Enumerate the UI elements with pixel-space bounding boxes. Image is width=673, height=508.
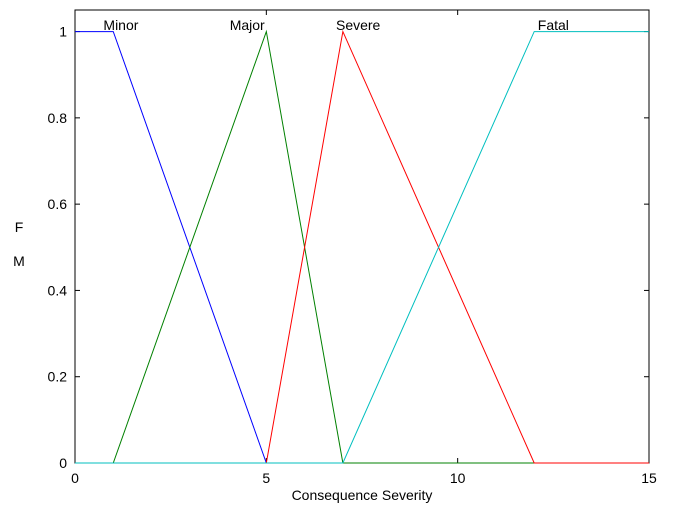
series-labels: Minor Major Severe Fatal [103,17,568,33]
series-label-minor: Minor [103,17,138,33]
x-tick-label: 0 [71,470,79,486]
series-label-major: Major [230,17,265,33]
y-tick-label: 0 [59,455,67,471]
x-axis-title: Consequence Severity [292,487,433,503]
x-tick-label: 15 [641,470,657,486]
y-tick-label: 0.6 [48,196,68,212]
series-label-fatal: Fatal [538,17,569,33]
x-tick-label: 10 [450,470,466,486]
series-label-severe: Severe [336,17,381,33]
plot-area [74,9,650,464]
y-tick-label: 1 [59,24,67,40]
y-tick-label: 0.4 [48,282,68,298]
y-tick-label: 0.2 [48,369,68,385]
y-tick-label: 0.8 [48,110,68,126]
series-line-fatal [75,31,649,464]
series-lines [75,29,649,464]
x-tick-label: 5 [262,470,270,486]
y-axis-title-line-2: M [13,253,25,269]
y-axis-title-line-1: F [15,219,24,235]
